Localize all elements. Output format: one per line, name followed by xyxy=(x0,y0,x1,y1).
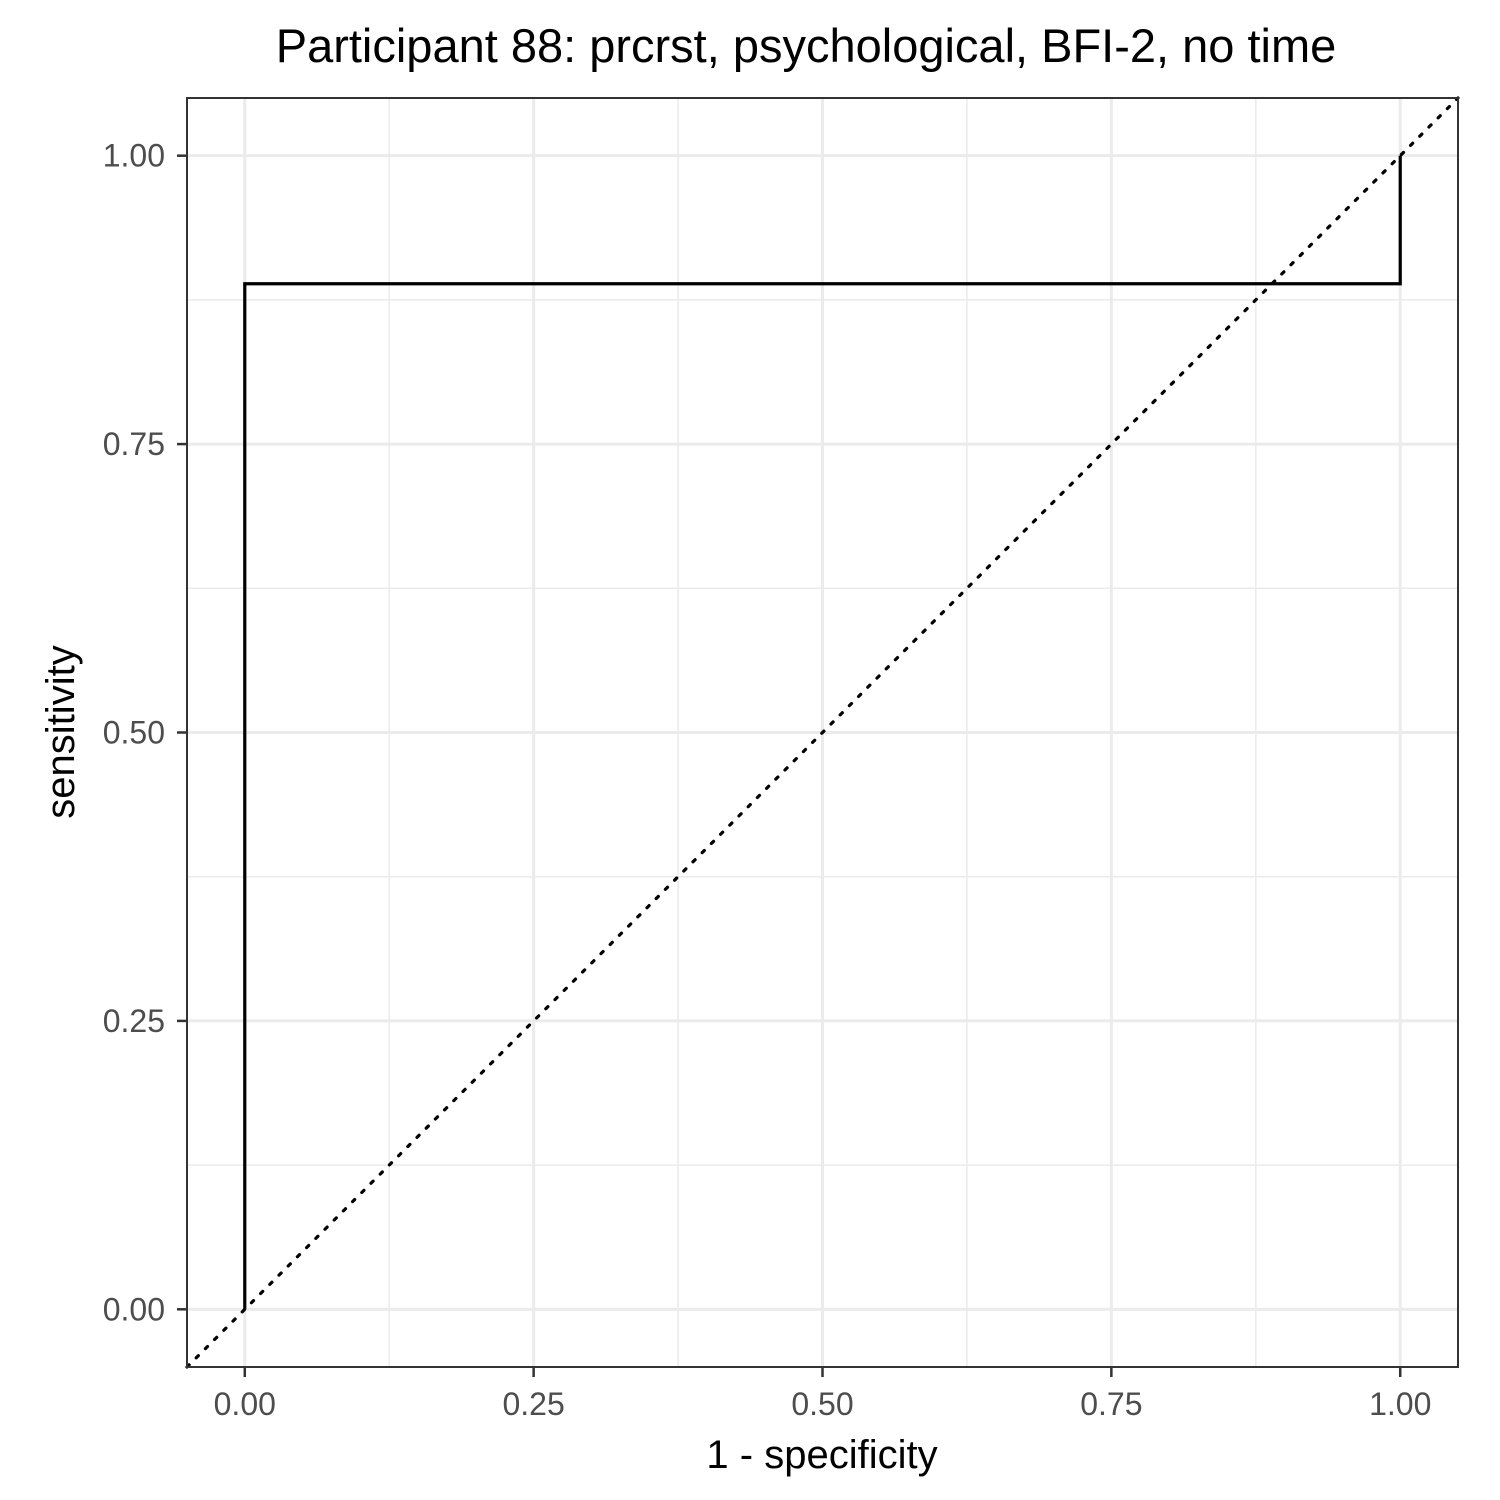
roc-curve-line xyxy=(243,155,1402,1310)
x-axis-title: 1 - specificity xyxy=(706,1433,937,1477)
reference-diagonal-line xyxy=(185,96,1460,1369)
x-tick-label: 0.00 xyxy=(214,1386,276,1422)
y-tick-label: 1.00 xyxy=(103,138,165,174)
x-tick-label: 0.50 xyxy=(791,1386,853,1422)
x-tick-label: 0.75 xyxy=(1080,1386,1142,1422)
chart-title: Participant 88: prcrst, psychological, B… xyxy=(276,19,1337,72)
y-tick-label: 0.50 xyxy=(103,715,165,751)
x-tick-label: 1.00 xyxy=(1369,1386,1431,1422)
axes: 0.00 0.25 0.50 0.75 1.00 0.00 0.25 0.50 0.75 1.00 xyxy=(103,138,1432,1422)
plot-data xyxy=(185,96,1460,1369)
y-axis-title: sensitivity xyxy=(39,645,83,818)
x-tick-label: 0.25 xyxy=(502,1386,564,1422)
y-tick-label: 0.25 xyxy=(103,1003,165,1039)
y-tick-label: 0.75 xyxy=(103,426,165,462)
y-tick-label: 0.00 xyxy=(103,1291,165,1327)
